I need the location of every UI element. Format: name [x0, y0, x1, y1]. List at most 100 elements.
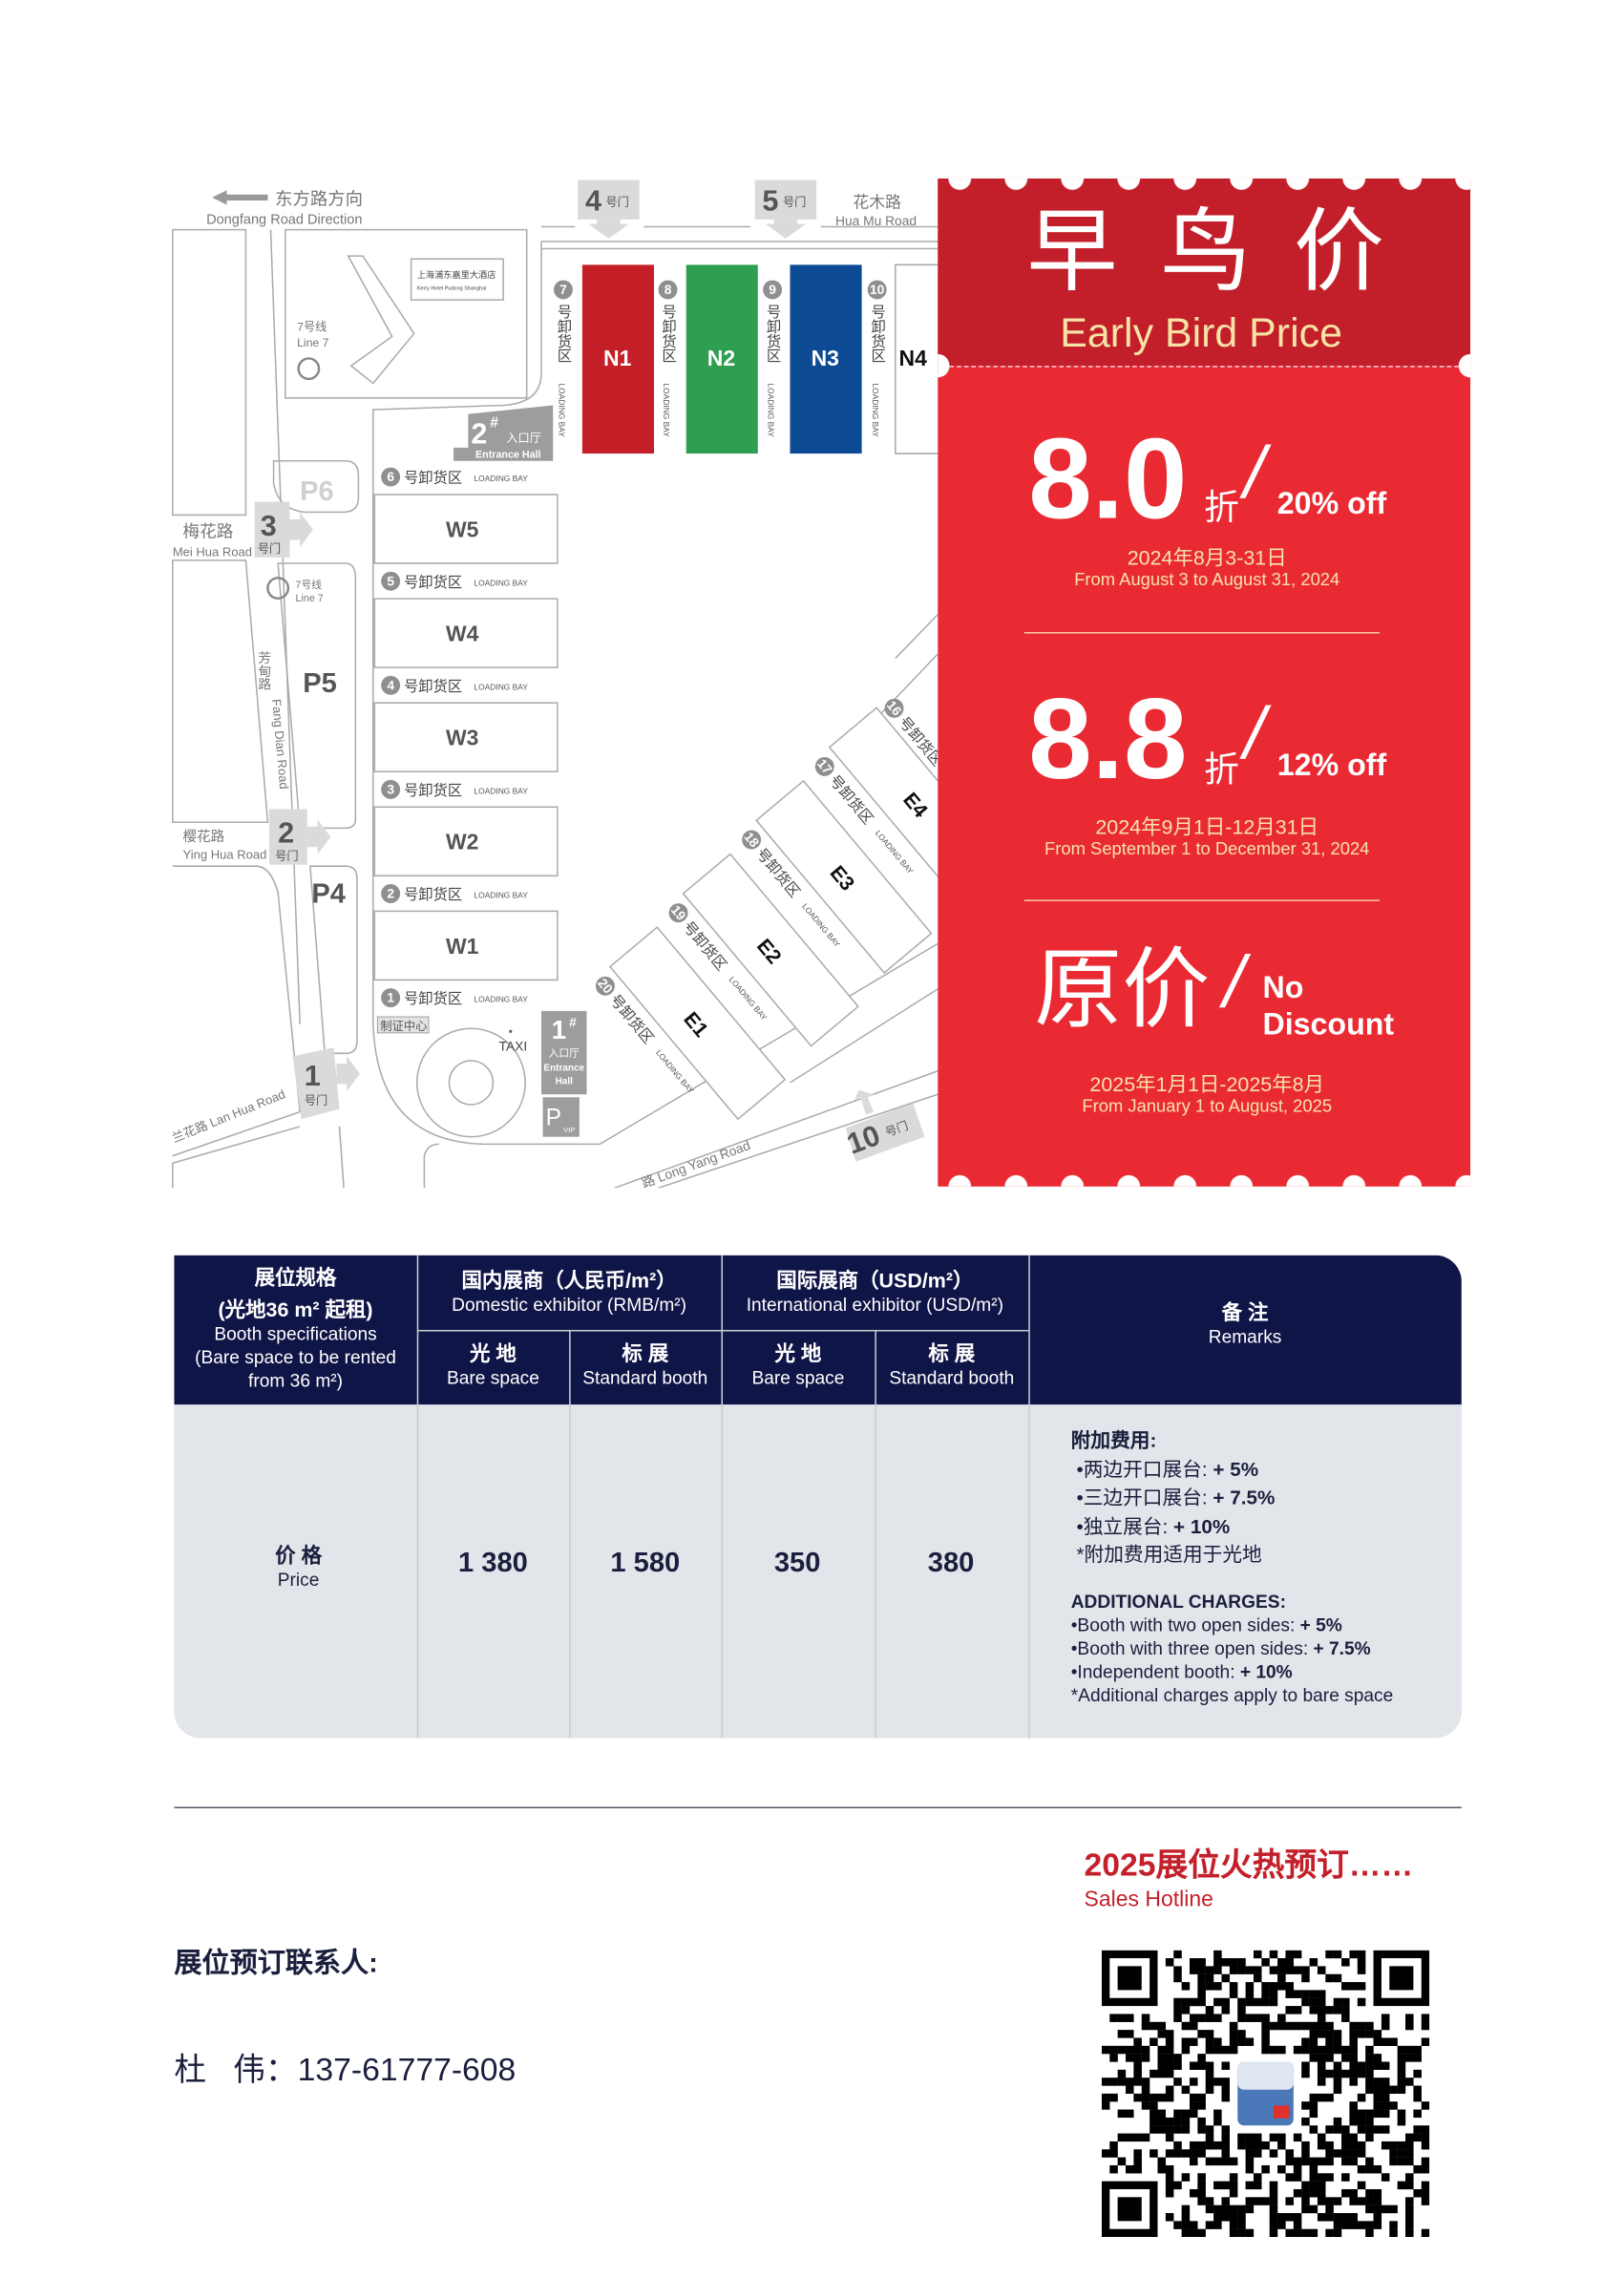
qr-module [1189, 2157, 1198, 2166]
bay-label-en: LOADING BAY [662, 383, 671, 437]
qr-module [1245, 2197, 1255, 2205]
qr-module [1277, 1973, 1286, 1983]
qr-module [1197, 2149, 1206, 2158]
qr-module [1405, 2045, 1414, 2055]
qr-module [1173, 2061, 1182, 2071]
qr-module [1213, 1997, 1222, 2007]
hall-w2: W2 [373, 806, 559, 877]
qr-module [1109, 2014, 1118, 2022]
qr-module [1293, 2133, 1302, 2142]
qr-module [1341, 2006, 1350, 2014]
qr-module [1405, 2021, 1414, 2031]
qr-module [1325, 2093, 1334, 2102]
qr-module [1149, 2101, 1158, 2110]
qr-module [1333, 2078, 1342, 2086]
qr-module [1205, 2078, 1214, 2086]
bay-label-en: LOADING BAY [557, 383, 566, 437]
gate-label: 号门 [783, 195, 807, 209]
qr-module [1309, 2021, 1318, 2031]
qr-module [1245, 2181, 1255, 2190]
gate-label: 号门 [275, 849, 299, 863]
qr-module [1309, 2173, 1318, 2182]
qr-module [1237, 2204, 1246, 2214]
qr-module [1405, 2173, 1414, 2182]
loading-bay-8: 8 号卸货区 LOADING BAY [658, 280, 678, 437]
qr-module [1365, 2054, 1374, 2062]
early-bird-panel: 早 鸟 价 Early Bird Price 8.0 折 / 20% off 2… [938, 178, 1471, 1187]
qr-module [1349, 2045, 1358, 2055]
qr-module [1373, 2109, 1382, 2119]
qr-module [1333, 2125, 1342, 2134]
qr-module [1197, 1990, 1206, 1998]
metro-icon [266, 577, 290, 600]
tier3-label: 原价 [1034, 940, 1211, 1040]
qr-module [1381, 2109, 1390, 2119]
qr-module [1309, 2228, 1318, 2238]
qr-module [1325, 2213, 1334, 2222]
hall-label: W2 [446, 830, 478, 854]
qr-module [1109, 2054, 1118, 2062]
qr-module [1277, 2021, 1286, 2031]
qr-module [1197, 2014, 1206, 2022]
parking-p5: P5 [303, 668, 337, 699]
qr-module [1157, 2125, 1167, 2134]
qr-module [1357, 2061, 1366, 2071]
hall-label: W4 [446, 621, 479, 645]
qr-module [1181, 2021, 1191, 2031]
qr-module [1213, 1950, 1222, 1959]
qr-module [1269, 2021, 1278, 2031]
qr-module [1197, 2117, 1206, 2126]
qr-module [1109, 2093, 1118, 2102]
loading-bay-10: 10 号卸货区 LOADING BAY [867, 280, 887, 437]
bay-number: 4 [387, 678, 394, 692]
qr-module [1165, 2117, 1174, 2126]
qr-module [1157, 2045, 1167, 2055]
qr-module [1349, 2157, 1358, 2166]
qr-module [1237, 2228, 1246, 2238]
qr-module [1245, 2149, 1255, 2158]
qr-module [1181, 2228, 1191, 2238]
bay-number: 19 [668, 903, 689, 924]
bay-number-badge [381, 779, 401, 799]
qr-module [1165, 1958, 1174, 1967]
hotel-building [347, 255, 415, 385]
qr-module [1285, 1950, 1294, 1959]
qr-module [1293, 2221, 1302, 2229]
qr-module [1221, 2045, 1231, 2055]
qr-module [1301, 2181, 1310, 2190]
qr-module [1373, 2221, 1382, 2229]
qr-module [1421, 2228, 1430, 2238]
qr-module [1253, 2014, 1262, 2022]
qr-module [1221, 2093, 1231, 2102]
qr-module [1317, 2093, 1326, 2102]
bay-label-en: LOADING BAY [474, 578, 528, 587]
qr-module [1301, 2101, 1310, 2110]
contact-phone[interactable]: 137-61777-608 [297, 2051, 517, 2088]
qr-module [1325, 2030, 1334, 2038]
qr-module [1373, 2037, 1382, 2046]
qr-module [1293, 2157, 1302, 2166]
qr-module [1357, 2030, 1366, 2038]
qr-module [1293, 2045, 1302, 2055]
qr-module [1333, 2197, 1342, 2205]
contact-label: 展位预订联系人: [174, 1949, 378, 1980]
qr-module [1253, 1997, 1262, 2007]
qr-module [1333, 2045, 1342, 2055]
qr-module [1253, 2149, 1262, 2158]
qr-module [1341, 1958, 1350, 1967]
qr-module [1333, 2006, 1342, 2014]
qr-module [1205, 2006, 1214, 2014]
qr-module [1365, 2109, 1374, 2119]
qr-module [1357, 2125, 1366, 2134]
qr-code[interactable] [1101, 1950, 1430, 2238]
qr-module [1309, 2157, 1318, 2166]
early-bird-title-cn: 早 鸟 价 [1026, 201, 1394, 304]
road-ying-hua-en: Ying Hua Road [183, 848, 267, 862]
qr-module [1405, 2078, 1414, 2086]
parking-vip: P VIP [542, 1097, 580, 1137]
qr-module [1229, 1982, 1238, 1991]
qr-module [1221, 1973, 1231, 1983]
header-intl-bare: 光 地 Bare space [751, 1341, 845, 1389]
qr-module [1373, 2093, 1382, 2102]
qr-module [1149, 2037, 1158, 2046]
